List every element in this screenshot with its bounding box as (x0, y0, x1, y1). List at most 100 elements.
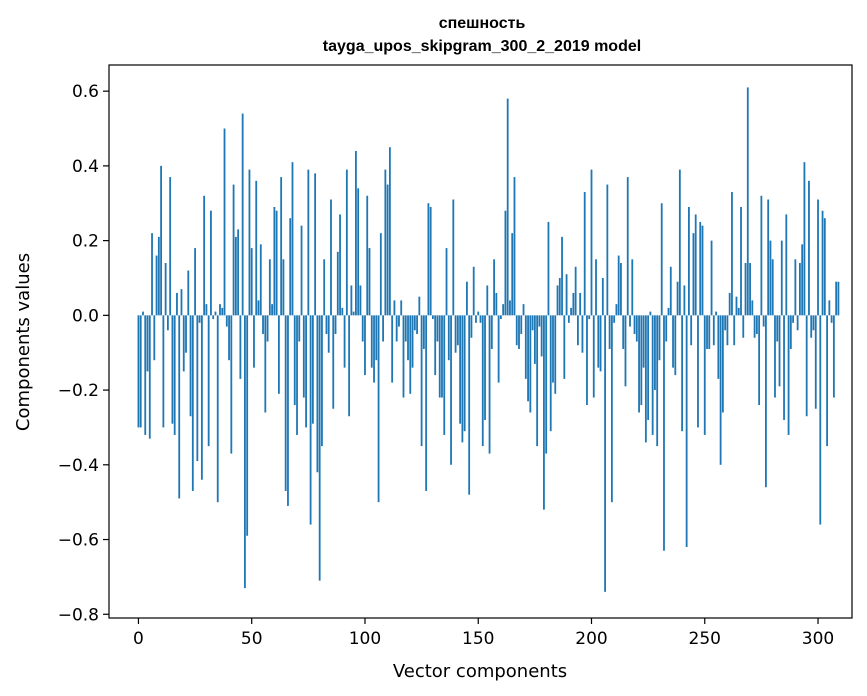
bar-145 (466, 281, 468, 316)
bar-303 (823, 218, 826, 316)
bar-268 (744, 263, 747, 316)
bar-112 (391, 315, 394, 383)
bar-284 (780, 240, 783, 316)
bar-266 (740, 206, 742, 316)
bar-39 (225, 315, 228, 327)
bar-242 (685, 315, 688, 547)
bar-166 (513, 177, 516, 316)
bar-99 (361, 315, 364, 342)
bar-167 (515, 315, 518, 346)
bar-119 (407, 315, 409, 361)
bar-134 (441, 315, 443, 398)
bar-203 (597, 315, 600, 368)
bar-274 (758, 315, 761, 406)
bar-47 (244, 315, 246, 589)
bar-93 (348, 315, 351, 417)
bar-46 (241, 113, 244, 316)
bar-75 (307, 169, 310, 316)
bar-262 (731, 192, 733, 316)
y-axis-ticks: −0.8 −0.6 −0.4 −0.2 0.0 0.2 0.4 0.6 (58, 82, 109, 625)
bar-105 (375, 315, 378, 361)
x-tick-label: 200 (575, 629, 607, 649)
bar-201 (592, 315, 595, 398)
bar-34 (214, 311, 217, 316)
bar-238 (676, 281, 679, 316)
bar-304 (826, 315, 828, 447)
bar-35 (216, 315, 219, 503)
bar-206 (604, 315, 606, 592)
bar-135 (443, 315, 446, 435)
bar-158 (495, 292, 498, 316)
bar-42 (232, 184, 235, 316)
bar-5 (148, 315, 151, 439)
bar-265 (737, 307, 740, 316)
bar-97 (357, 188, 360, 316)
bar-148 (472, 266, 475, 316)
bar-177 (538, 315, 541, 327)
bar-113 (393, 300, 396, 316)
bar-17 (176, 292, 178, 316)
bar-137 (447, 315, 450, 361)
bar-233 (665, 315, 668, 342)
bar-70 (296, 315, 298, 435)
bar-308 (835, 281, 838, 316)
bar-259 (724, 315, 727, 331)
bar-216 (626, 177, 629, 316)
x-tick-label: 150 (462, 629, 494, 649)
bar-100 (364, 315, 366, 376)
bar-295 (805, 315, 808, 417)
bar-164 (509, 300, 511, 316)
bar-138 (450, 315, 452, 465)
bar-190 (567, 315, 570, 323)
bar-194 (577, 315, 579, 346)
y-tick-label: −0.2 (58, 381, 99, 401)
bar-128 (427, 203, 430, 316)
bar-151 (479, 315, 482, 323)
bar-83 (325, 315, 328, 335)
bar-104 (373, 315, 375, 383)
bar-213 (620, 263, 622, 316)
bar-198 (586, 315, 588, 406)
bar-180 (545, 315, 548, 454)
bar-59 (271, 304, 273, 316)
bar-88 (336, 251, 339, 316)
bar-154 (486, 285, 489, 316)
bar-188 (563, 315, 566, 379)
bar-57 (266, 315, 269, 342)
bar-78 (314, 173, 317, 316)
bar-12 (164, 263, 167, 316)
bar-199 (588, 315, 591, 320)
bar-155 (488, 315, 491, 454)
bar-10 (160, 165, 162, 316)
bar-86 (332, 315, 335, 409)
bar-0 (137, 315, 140, 428)
bar-285 (783, 315, 785, 420)
bar-122 (413, 315, 416, 331)
bar-152 (481, 315, 484, 447)
bar-239 (678, 169, 681, 316)
bar-116 (400, 300, 403, 316)
bar-159 (497, 315, 500, 383)
bar-247 (697, 315, 699, 428)
bar-214 (622, 315, 625, 349)
bar-101 (366, 195, 369, 316)
bar-50 (250, 248, 253, 316)
bar-118 (404, 315, 407, 342)
bar-197 (583, 192, 586, 316)
bar-55 (262, 315, 264, 335)
bar-227 (651, 315, 654, 435)
bar-132 (436, 315, 439, 342)
bar-252 (708, 315, 711, 349)
bar-243 (688, 206, 690, 316)
bar-28 (200, 315, 203, 480)
bar-96 (355, 150, 357, 316)
bar-183 (552, 315, 554, 383)
bar-280 (771, 259, 774, 316)
bar-51 (253, 315, 255, 368)
bar-300 (817, 199, 819, 316)
bar-170 (522, 304, 525, 316)
bar-260 (726, 315, 729, 346)
bar-133 (438, 315, 441, 398)
bar-231 (660, 203, 663, 316)
bar-89 (339, 214, 341, 316)
